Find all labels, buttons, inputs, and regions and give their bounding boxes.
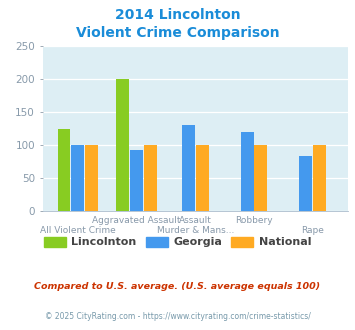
Bar — [130, 150, 143, 211]
Text: 2014 Lincolnton: 2014 Lincolnton — [115, 8, 240, 22]
Text: Aggravated Assault: Aggravated Assault — [92, 216, 181, 225]
Text: © 2025 CityRating.com - https://www.cityrating.com/crime-statistics/: © 2025 CityRating.com - https://www.city… — [45, 312, 310, 321]
Text: Murder & Mans...: Murder & Mans... — [157, 226, 234, 235]
Text: Compared to U.S. average. (U.S. average equals 100): Compared to U.S. average. (U.S. average … — [34, 282, 321, 291]
Bar — [255, 145, 267, 211]
Legend: Lincolnton, Georgia, National: Lincolnton, Georgia, National — [39, 232, 316, 252]
Text: Rape: Rape — [301, 226, 324, 235]
Bar — [85, 145, 98, 211]
Bar — [182, 125, 195, 211]
Bar — [116, 79, 129, 211]
Bar — [58, 129, 71, 211]
Bar — [71, 145, 84, 211]
Bar — [144, 145, 157, 211]
Bar — [299, 156, 312, 211]
Text: Robbery: Robbery — [235, 216, 273, 225]
Bar — [196, 145, 209, 211]
Bar — [313, 145, 326, 211]
Text: Assault: Assault — [179, 216, 212, 225]
Bar — [241, 132, 253, 211]
Text: Violent Crime Comparison: Violent Crime Comparison — [76, 26, 279, 40]
Text: All Violent Crime: All Violent Crime — [40, 226, 116, 235]
